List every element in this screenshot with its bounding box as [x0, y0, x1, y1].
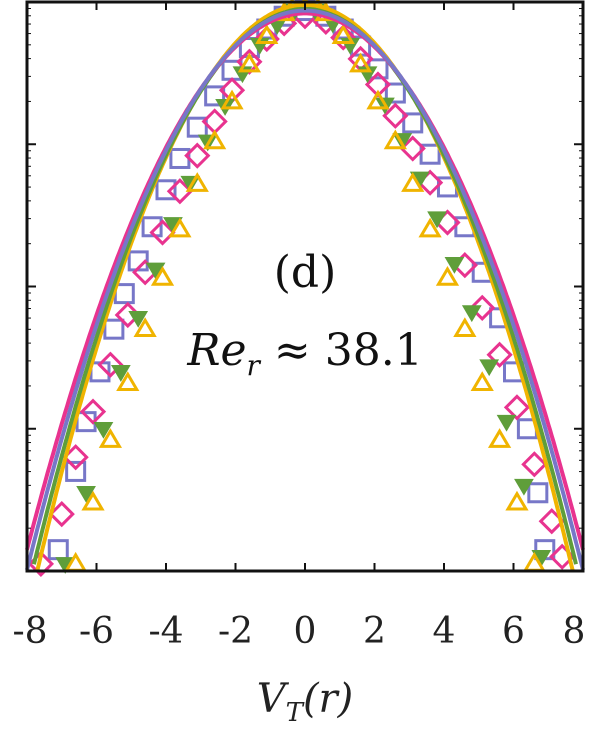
data-point-triangle-up	[366, 89, 390, 110]
data-point-triangle-down	[427, 211, 447, 229]
data-point-diamond	[79, 398, 107, 425]
data-point-triangle-up	[383, 129, 407, 150]
data-point-triangle-down	[110, 365, 131, 382]
data-point-triangle-up	[453, 317, 477, 337]
data-point-triangle-up	[348, 52, 373, 73]
data-point-triangle-up	[401, 172, 425, 192]
data-point-diamond	[97, 351, 124, 378]
data-point-triangle-up	[203, 129, 227, 150]
x-tick-label: -2	[218, 611, 253, 652]
data-point-triangle-up	[185, 172, 209, 192]
data-point-square	[141, 216, 163, 238]
data-point-diamond	[253, 25, 280, 53]
data-point-triangle-up	[150, 266, 175, 286]
data-point-triangle-up	[116, 371, 140, 392]
data-point-square	[186, 116, 208, 138]
data-point-diamond	[521, 451, 548, 478]
x-tick-label: 0	[294, 611, 317, 652]
data-point-diamond	[382, 102, 409, 129]
axis-ticks	[26, 1, 584, 572]
data-point-triangle-up	[487, 428, 512, 448]
data-point-triangle-up	[331, 24, 355, 44]
data-point-triangle-up	[98, 428, 123, 448]
data-point-triangle-down	[514, 478, 534, 496]
data-point-diamond	[486, 341, 513, 368]
data-point-square	[204, 85, 226, 107]
data-point-triangle-down	[479, 359, 500, 377]
x-tick-label: -8	[12, 611, 47, 652]
data-point-square	[103, 318, 125, 340]
data-point-triangle-down	[496, 414, 517, 432]
data-point-triangle-down	[76, 485, 96, 503]
data-point-triangle-up	[505, 490, 529, 511]
data-point-square	[155, 179, 177, 201]
fit-curve	[25, 8, 585, 571]
x-tick-label: 2	[363, 611, 386, 652]
data-point-diamond	[330, 24, 357, 51]
x-tick-label: -4	[148, 611, 183, 652]
data-point-square	[527, 482, 549, 504]
fit-curve	[25, 11, 585, 551]
data-point-triangle-up	[220, 89, 244, 110]
x-tick-labels: -8 -6 -4 -2 0 2 4 6 8	[12, 611, 585, 652]
data-point-triangle-up	[255, 24, 279, 44]
data-point-triangle-down	[461, 305, 482, 323]
data-point-triangle-up	[470, 371, 494, 392]
annotation-reynolds: Rer ≈ 38.1	[186, 325, 422, 382]
data-point-square	[402, 112, 424, 134]
x-tick-label: 6	[502, 611, 525, 652]
data-point-diamond	[469, 294, 496, 321]
data-point-square	[419, 143, 441, 165]
data-point-diamond	[236, 48, 263, 75]
data-point-diamond	[48, 500, 75, 528]
data-point-diamond	[399, 135, 426, 162]
x-axis-title: VT(r)	[257, 676, 354, 728]
data-point-triangle-down	[93, 421, 114, 439]
data-point-diamond	[149, 219, 176, 246]
annotation-panel-label: (d)	[274, 247, 337, 298]
data-point-triangle-down	[444, 256, 465, 274]
data-point-triangle-up	[81, 490, 105, 511]
data-point-diamond	[184, 142, 211, 169]
data-point-triangle-up	[435, 266, 460, 286]
data-point-square	[65, 460, 87, 482]
x-tick-label: 8	[563, 611, 586, 652]
x-tick-label: -6	[79, 611, 114, 652]
data-point-triangle-up	[168, 217, 192, 238]
x-tick-label: 4	[433, 611, 456, 652]
data-point-triangle-up	[237, 52, 262, 73]
data-point-triangle-up	[133, 317, 157, 337]
data-point-diamond	[503, 394, 531, 421]
data-point-triangle-down	[128, 310, 149, 328]
data-point-diamond	[166, 178, 194, 205]
data-point-square	[384, 82, 406, 104]
data-point-triangle-up	[418, 217, 442, 238]
